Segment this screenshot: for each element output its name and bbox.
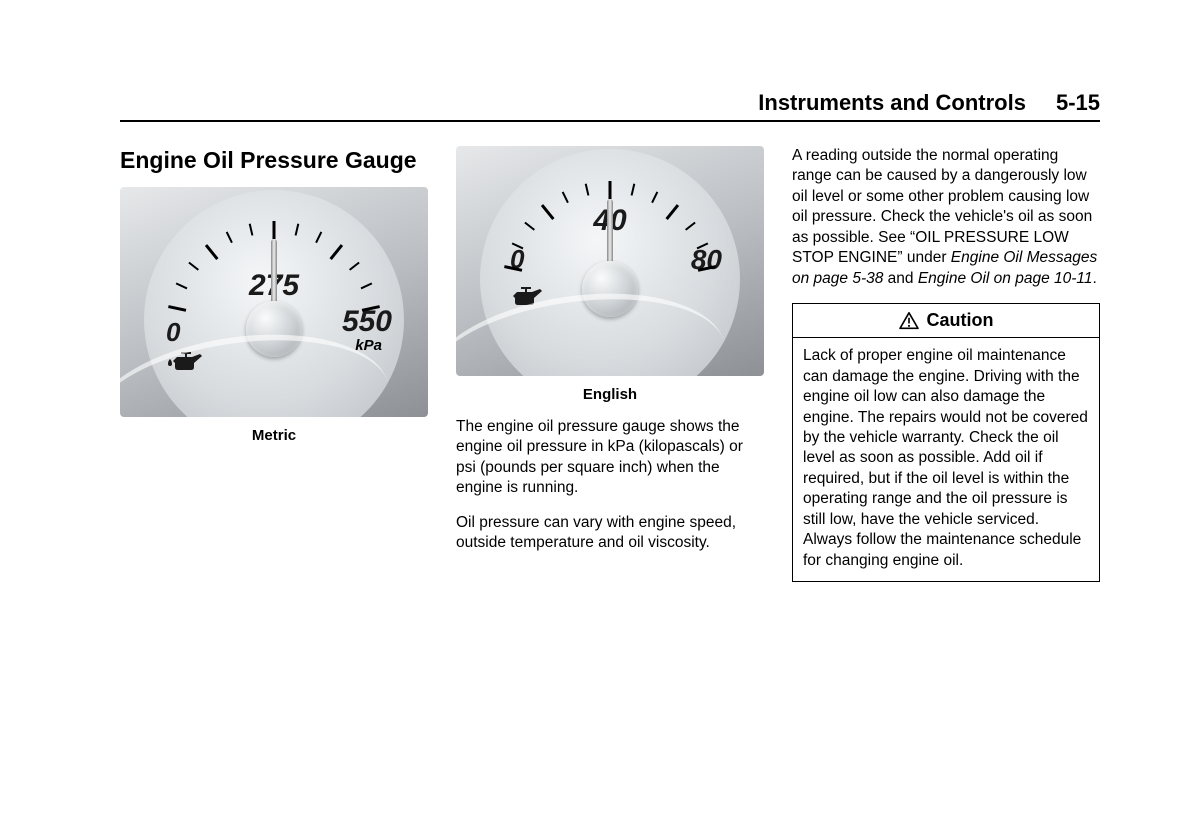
text: and (883, 270, 917, 287)
column-2: 0 40 80 English The engine oil pressure … (456, 146, 764, 582)
paragraph: Oil pressure can vary with engine speed,… (456, 513, 764, 554)
header-page-number: 5-15 (1056, 90, 1100, 116)
gauge-english: 0 40 80 (456, 146, 764, 376)
paragraph: A reading outside the normal operating r… (792, 146, 1100, 289)
gauge-label-max: 80 (691, 244, 722, 276)
caution-box: Caution Lack of proper engine oil mainte… (792, 303, 1100, 582)
paragraph: The engine oil pressure gauge shows the … (456, 417, 764, 499)
section-title: Engine Oil Pressure Gauge (120, 146, 428, 175)
gauge-label-min: 0 (166, 317, 180, 348)
text: . (1093, 270, 1097, 287)
column-3: A reading outside the normal operating r… (792, 146, 1100, 582)
page-header: Instruments and Controls 5-15 (120, 90, 1100, 122)
gauge-tick (273, 221, 276, 239)
reference-link: Engine Oil on page 10-11 (918, 270, 1093, 287)
header-title: Instruments and Controls (758, 90, 1026, 116)
warning-triangle-icon (899, 312, 919, 330)
column-1: Engine Oil Pressure Gauge 0 275 550 kPa … (120, 146, 428, 582)
caution-body: Lack of proper engine oil maintenance ca… (793, 338, 1099, 581)
manual-page: Instruments and Controls 5-15 Engine Oil… (0, 0, 1200, 622)
content-columns: Engine Oil Pressure Gauge 0 275 550 kPa … (120, 146, 1100, 582)
gauge-tick (609, 181, 612, 199)
caution-header: Caution (793, 304, 1099, 338)
caution-label: Caution (927, 310, 994, 331)
gauge-caption-metric: Metric (120, 427, 428, 444)
gauge-metric: 0 275 550 kPa (120, 187, 428, 417)
gauge-caption-english: English (456, 386, 764, 403)
